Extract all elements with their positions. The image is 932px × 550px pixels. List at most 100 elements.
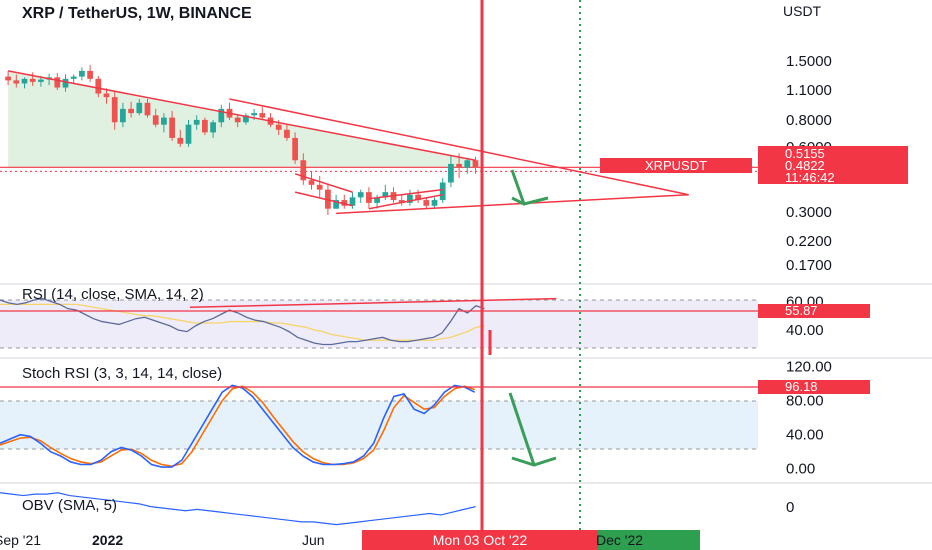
stoch-axis-tick: 80.00 bbox=[786, 393, 824, 410]
candle-body bbox=[95, 78, 102, 94]
rsi-sma-line bbox=[0, 303, 485, 341]
candle-body bbox=[275, 124, 282, 130]
candle-body bbox=[284, 129, 290, 138]
price-axis-tick: 0.2200 bbox=[786, 233, 832, 250]
candle-body bbox=[431, 200, 438, 206]
candle-body bbox=[382, 192, 389, 198]
trendline bbox=[294, 191, 353, 207]
stoch-value-tag: 96.18 bbox=[785, 379, 818, 394]
candle-body bbox=[38, 79, 44, 82]
obv-legend[interactable]: OBV (SMA, 5) bbox=[22, 497, 117, 514]
candle-body bbox=[111, 97, 118, 123]
currency-label: USDT bbox=[783, 3, 822, 19]
forecast-arrow-price bbox=[510, 169, 549, 206]
price-tag-high: 0.5155 bbox=[785, 146, 825, 161]
candle-body bbox=[120, 108, 126, 123]
price-axis-tick: 0.3000 bbox=[786, 204, 832, 221]
stoch-axis-tick: 0.00 bbox=[786, 461, 815, 478]
candle-body bbox=[251, 113, 257, 116]
time-tick-sep21: Sep '21 bbox=[0, 532, 41, 548]
candle-body bbox=[366, 192, 372, 203]
candle-body bbox=[144, 102, 151, 116]
rsi-value-tag-bg bbox=[758, 304, 870, 318]
price-axis-tick: 1.1000 bbox=[786, 82, 832, 99]
candle-body bbox=[13, 80, 20, 84]
candle-body bbox=[152, 115, 159, 125]
hover-date-tag-bg bbox=[362, 530, 598, 550]
candle-body bbox=[448, 163, 454, 183]
candle-body bbox=[136, 102, 143, 114]
price-tag-timer: 11:46:42 bbox=[785, 170, 835, 185]
candle-body bbox=[210, 122, 216, 133]
trendline bbox=[368, 188, 443, 200]
stoch-value-tag-bg bbox=[758, 380, 870, 394]
candle-body bbox=[185, 124, 192, 144]
obv-axis-tick: 0 bbox=[786, 499, 794, 516]
price-axis-tick: 0.8000 bbox=[786, 112, 832, 129]
candle-body bbox=[5, 76, 11, 81]
time-tick-jun: Jun bbox=[302, 532, 325, 548]
candle-body bbox=[193, 119, 200, 125]
stoch-axis-tick: 120.00 bbox=[786, 359, 832, 376]
candle-body bbox=[308, 180, 315, 185]
obv-line bbox=[0, 492, 476, 526]
candle-body bbox=[398, 200, 405, 203]
candle-body bbox=[439, 182, 446, 201]
candle-body bbox=[70, 76, 77, 79]
candle-body bbox=[54, 77, 61, 88]
stoch-band bbox=[0, 401, 758, 449]
candle-body bbox=[316, 184, 323, 190]
stoch-axis-tick: 40.00 bbox=[786, 427, 824, 444]
candle-body bbox=[169, 117, 175, 138]
candle-body bbox=[161, 117, 167, 125]
candle-body bbox=[243, 115, 249, 123]
candle-body bbox=[87, 70, 93, 79]
candle-body bbox=[103, 93, 110, 98]
time-tick-dec22: Dec '22 bbox=[596, 532, 643, 548]
price-axis-tick: 1.5000 bbox=[786, 53, 832, 70]
candle-body bbox=[333, 200, 339, 209]
candle-body bbox=[407, 194, 413, 203]
trendline bbox=[475, 149, 689, 196]
symbol-tag: XRPUSDT bbox=[645, 158, 707, 173]
future-date-tag-bg bbox=[598, 530, 700, 550]
candle-body bbox=[415, 194, 421, 201]
candle-body bbox=[292, 137, 298, 161]
symbol-tag-bg bbox=[600, 158, 752, 173]
rsi-line bbox=[0, 297, 485, 346]
candle-body bbox=[423, 200, 430, 206]
trendline bbox=[368, 193, 443, 210]
price-tag-last: 0.4822 bbox=[785, 158, 825, 173]
candle-body bbox=[234, 117, 241, 123]
time-tick-2022: 2022 bbox=[92, 532, 123, 548]
candle-body bbox=[21, 78, 28, 84]
candle-body bbox=[357, 192, 364, 198]
candle-body bbox=[202, 119, 208, 133]
rsi-value-tag: 55.87 bbox=[785, 303, 818, 318]
rsi-axis-tick: 40.00 bbox=[786, 322, 824, 339]
stoch-legend[interactable]: Stoch RSI (3, 3, 14, 14, close) bbox=[22, 365, 222, 382]
rsi-legend[interactable]: RSI (14, close, SMA, 14, 2) bbox=[22, 286, 204, 303]
candle-body bbox=[218, 108, 225, 123]
candle-body bbox=[128, 108, 134, 114]
candle-body bbox=[472, 160, 479, 168]
candle-body bbox=[341, 200, 348, 206]
triangle-shaded-area bbox=[8, 70, 476, 168]
trendline bbox=[7, 70, 476, 161]
trendline bbox=[294, 173, 353, 193]
trendline bbox=[229, 98, 476, 151]
candle-body bbox=[300, 160, 307, 181]
candle-body bbox=[349, 197, 356, 206]
candle-body bbox=[464, 160, 471, 168]
chart-title: XRP / TetherUS, 1W, BINANCE bbox=[22, 5, 252, 22]
candle-body bbox=[177, 137, 184, 144]
candle-body bbox=[29, 78, 36, 82]
candle-body bbox=[259, 113, 266, 118]
hover-date-tag: Mon 03 Oct '22 bbox=[433, 532, 528, 548]
forecast-arrow-stoch bbox=[508, 392, 557, 467]
price-axis-tick: 0.1700 bbox=[786, 257, 832, 274]
price-tag-bg bbox=[758, 146, 908, 184]
candle-body bbox=[79, 70, 85, 77]
trendline bbox=[336, 193, 689, 215]
